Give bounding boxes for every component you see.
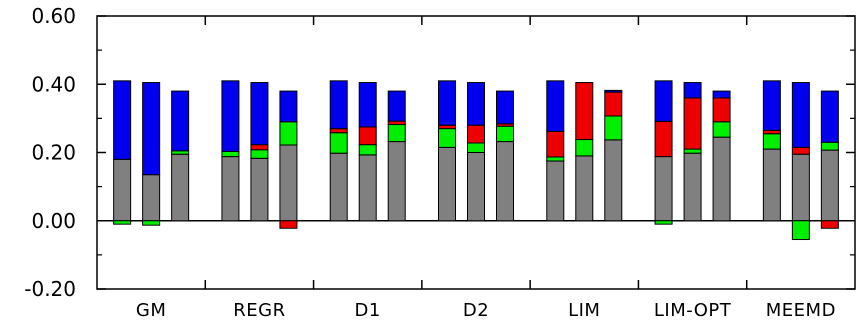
y-tick-label: 0.60 [31, 4, 76, 28]
bar-segment-red [654, 120, 673, 158]
axis-labels: -0.20 0.00 0.20 0.40 0.60 GM REGR D1 D2 LIM LIM-OP… [24, 4, 836, 321]
bar-segment-blue [279, 90, 298, 123]
bar-segment-gray [279, 144, 298, 222]
bar-segment-gray [113, 158, 132, 222]
bar-segment-gray [387, 141, 406, 222]
bar-segment-gray [575, 155, 594, 222]
bar-segment-blue [496, 90, 514, 125]
bar-segment-gray [762, 148, 781, 222]
bar-segment-blue [142, 82, 161, 176]
bar-segment-green [791, 220, 810, 241]
bar-segment-gray [250, 157, 269, 222]
bar-segment-red [683, 97, 702, 150]
bar-segment-red [604, 91, 623, 117]
bar-segment-gray [496, 141, 514, 222]
x-category-label: MEEMD [766, 300, 836, 321]
bar-segment-gray [820, 149, 839, 222]
bar-segment-green [762, 133, 781, 150]
bar-segment-gray [712, 136, 731, 222]
bar-segment-gray [438, 146, 456, 222]
y-tick-label: 0.20 [31, 141, 76, 165]
bar-segment-green [604, 115, 623, 141]
y-tick-label: 0.00 [31, 209, 76, 233]
bar-segment-blue [171, 90, 190, 152]
x-category-label: GM [136, 300, 166, 321]
bar-segment-blue [654, 80, 673, 122]
bar-segment-red [250, 144, 269, 151]
bar-segment-green [546, 156, 565, 162]
bar-segment-gray [358, 154, 377, 222]
bar-segment-red [575, 82, 594, 141]
bar-segment-green [387, 124, 406, 143]
bar-segment-red [358, 126, 377, 146]
bar-segment-blue [250, 82, 269, 146]
bar-segment-green [683, 148, 702, 154]
bars [113, 80, 839, 241]
bar-segment-green [142, 220, 161, 226]
bar-segment-red [329, 128, 348, 134]
bar-segment-red [762, 129, 781, 135]
bar-segment-red [791, 146, 810, 155]
bar-segment-green [575, 139, 594, 157]
bar-segment-blue [546, 80, 565, 132]
bar-segment-green [654, 220, 673, 225]
bar-segment-gray [791, 153, 810, 222]
bar-segment-blue [438, 80, 456, 126]
bar-segment-red [546, 130, 565, 158]
bar-segment-red [712, 97, 731, 123]
bar-segment-gray [604, 139, 623, 222]
bar-segment-green [820, 141, 839, 151]
bar-segment-gray [654, 156, 673, 222]
bar-segment-green [279, 121, 298, 146]
bar-segment-gray [171, 153, 190, 222]
bar-segment-red [279, 220, 298, 229]
bar-segment-blue [387, 90, 406, 122]
bar-segment-green [712, 121, 731, 138]
bar-segment-green [329, 132, 348, 154]
bar-segment-green [221, 150, 240, 158]
bar-segment-blue [329, 80, 348, 130]
bar-segment-gray [221, 156, 240, 222]
bar-segment-red [820, 220, 839, 229]
bar-segment-blue [791, 82, 810, 148]
bar-segment-green [438, 128, 456, 148]
bar-segment-gray [467, 152, 485, 222]
bar-segment-blue [467, 82, 485, 126]
bar-segment-green [171, 150, 190, 155]
bar-segment-green [250, 149, 269, 159]
bar-segment-green [496, 125, 514, 143]
bar-segment-red [387, 120, 406, 126]
x-category-label: D2 [463, 300, 489, 321]
bar-segment-red [467, 124, 485, 144]
bar-segment-gray [329, 152, 348, 222]
bar-segment-blue [221, 80, 240, 152]
bar-segment-green [113, 220, 132, 225]
bar-segment-blue [683, 82, 702, 99]
bar-segment-blue [820, 90, 839, 143]
y-tick-label: 0.40 [31, 72, 76, 96]
bar-segment-blue [712, 90, 731, 99]
bar-segment-gray [546, 160, 565, 222]
bar-segment-green [358, 144, 377, 156]
bar-segment-blue [604, 89, 623, 93]
bar-segment-green [467, 142, 485, 154]
bar-segment-gray [683, 152, 702, 222]
y-tick-label: -0.20 [24, 277, 76, 301]
bar-segment-blue [113, 80, 132, 160]
bar-segment-red [438, 124, 456, 130]
bar-segment-gray [142, 174, 161, 222]
x-category-label: D1 [355, 300, 381, 321]
x-category-label: LIM-OPT [654, 300, 732, 321]
bar-segment-blue [762, 80, 781, 131]
x-category-label: REGR [233, 300, 285, 321]
x-category-label: LIM [568, 300, 600, 321]
bar-segment-blue [358, 82, 377, 128]
